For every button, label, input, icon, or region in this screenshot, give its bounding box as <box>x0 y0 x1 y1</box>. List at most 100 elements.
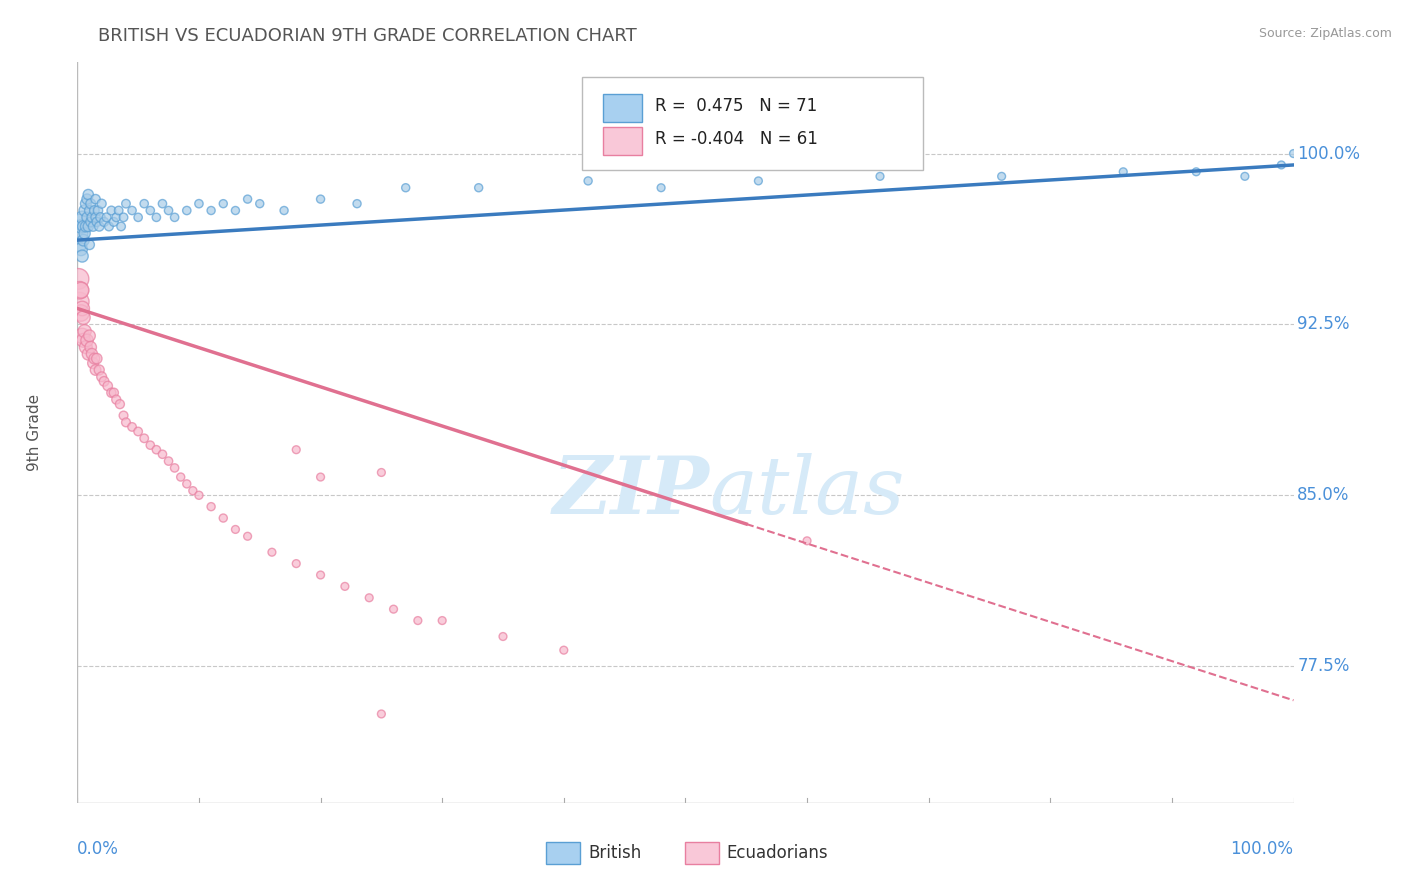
Point <box>152 447 174 461</box>
Point <box>285 557 308 571</box>
Point <box>747 174 769 188</box>
Point <box>80 196 103 211</box>
Point <box>869 169 891 184</box>
Point <box>249 196 271 211</box>
Point <box>395 180 418 194</box>
Point <box>157 203 180 218</box>
Point <box>70 249 93 263</box>
Point <box>1270 158 1292 172</box>
Point <box>90 369 112 384</box>
Text: 85.0%: 85.0% <box>1298 486 1350 504</box>
Point <box>89 211 111 225</box>
Point <box>163 211 186 225</box>
Point <box>67 227 90 241</box>
Point <box>70 219 93 234</box>
Point <box>346 196 368 211</box>
Point <box>76 211 98 225</box>
Point <box>309 568 332 582</box>
Point <box>112 409 135 423</box>
Point <box>72 334 94 348</box>
Point <box>108 397 131 411</box>
Point <box>467 180 489 194</box>
Point <box>80 340 103 354</box>
Point <box>69 283 91 297</box>
Point <box>176 203 198 218</box>
Point <box>82 356 104 370</box>
Point <box>82 219 104 234</box>
Point <box>236 529 259 543</box>
Point <box>139 438 162 452</box>
Point <box>77 219 100 234</box>
Point <box>553 643 575 657</box>
Point <box>200 203 222 218</box>
Point <box>115 196 138 211</box>
Point <box>200 500 222 514</box>
Point <box>236 192 259 206</box>
Point <box>70 328 93 343</box>
Point <box>212 196 235 211</box>
Point <box>84 363 107 377</box>
Point <box>121 203 143 218</box>
Point <box>73 203 96 218</box>
Text: ZIP: ZIP <box>553 453 710 531</box>
Point <box>97 379 120 393</box>
Point <box>70 301 93 316</box>
Point <box>152 196 174 211</box>
Point <box>650 180 672 194</box>
Point <box>96 211 118 225</box>
Point <box>121 420 143 434</box>
Point <box>73 227 96 241</box>
FancyBboxPatch shape <box>582 78 922 169</box>
Point <box>72 310 94 325</box>
Point <box>103 215 125 229</box>
Point <box>89 363 111 377</box>
Point <box>70 283 93 297</box>
Point <box>100 203 122 218</box>
Point <box>70 242 93 256</box>
Text: British: British <box>588 844 641 863</box>
Bar <box>686 842 720 864</box>
Point <box>105 392 128 407</box>
Text: 9th Grade: 9th Grade <box>27 394 42 471</box>
Point <box>93 215 115 229</box>
Point <box>110 219 132 234</box>
Point <box>69 294 91 309</box>
Text: BRITISH VS ECUADORIAN 9TH GRADE CORRELATION CHART: BRITISH VS ECUADORIAN 9TH GRADE CORRELAT… <box>98 27 637 45</box>
Point <box>309 470 332 484</box>
Point <box>79 328 101 343</box>
Point <box>75 196 97 211</box>
Point <box>67 272 90 286</box>
Point <box>139 203 162 218</box>
Text: 100.0%: 100.0% <box>1298 145 1360 162</box>
Point <box>176 476 198 491</box>
Point <box>181 483 204 498</box>
Text: 92.5%: 92.5% <box>1298 316 1350 334</box>
Point <box>1233 169 1256 184</box>
Point <box>100 385 122 400</box>
Point <box>370 466 392 480</box>
Point <box>796 533 818 548</box>
Point <box>212 511 235 525</box>
Point <box>1112 165 1135 179</box>
Point <box>80 211 103 225</box>
Point <box>72 219 94 234</box>
Point <box>86 215 108 229</box>
Point <box>359 591 381 605</box>
Point <box>990 169 1012 184</box>
Point <box>83 203 105 218</box>
Point <box>79 237 101 252</box>
Bar <box>546 842 579 864</box>
Text: R =  0.475   N = 71: R = 0.475 N = 71 <box>655 97 817 115</box>
Point <box>70 306 93 320</box>
Point <box>79 203 101 218</box>
Point <box>77 187 100 202</box>
Point <box>273 203 295 218</box>
Point <box>80 347 103 361</box>
Point <box>107 203 129 218</box>
Text: 77.5%: 77.5% <box>1298 657 1350 675</box>
Point <box>1282 146 1305 161</box>
Point <box>285 442 308 457</box>
Point <box>84 192 107 206</box>
Point <box>224 203 246 218</box>
Bar <box>603 127 641 155</box>
